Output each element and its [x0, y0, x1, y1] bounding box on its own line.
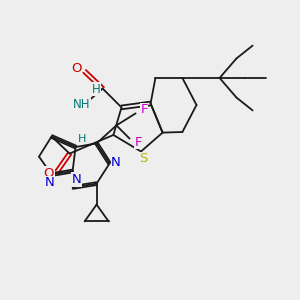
Text: S: S: [139, 152, 148, 166]
Text: N: N: [44, 176, 54, 190]
Text: O: O: [43, 167, 54, 180]
Text: F: F: [140, 103, 148, 116]
Text: O: O: [71, 62, 82, 76]
Text: NH: NH: [73, 98, 90, 112]
Text: N: N: [111, 156, 121, 169]
Text: F: F: [134, 136, 142, 149]
Text: H: H: [78, 134, 86, 144]
Text: H: H: [92, 83, 100, 96]
Text: N: N: [71, 173, 81, 186]
